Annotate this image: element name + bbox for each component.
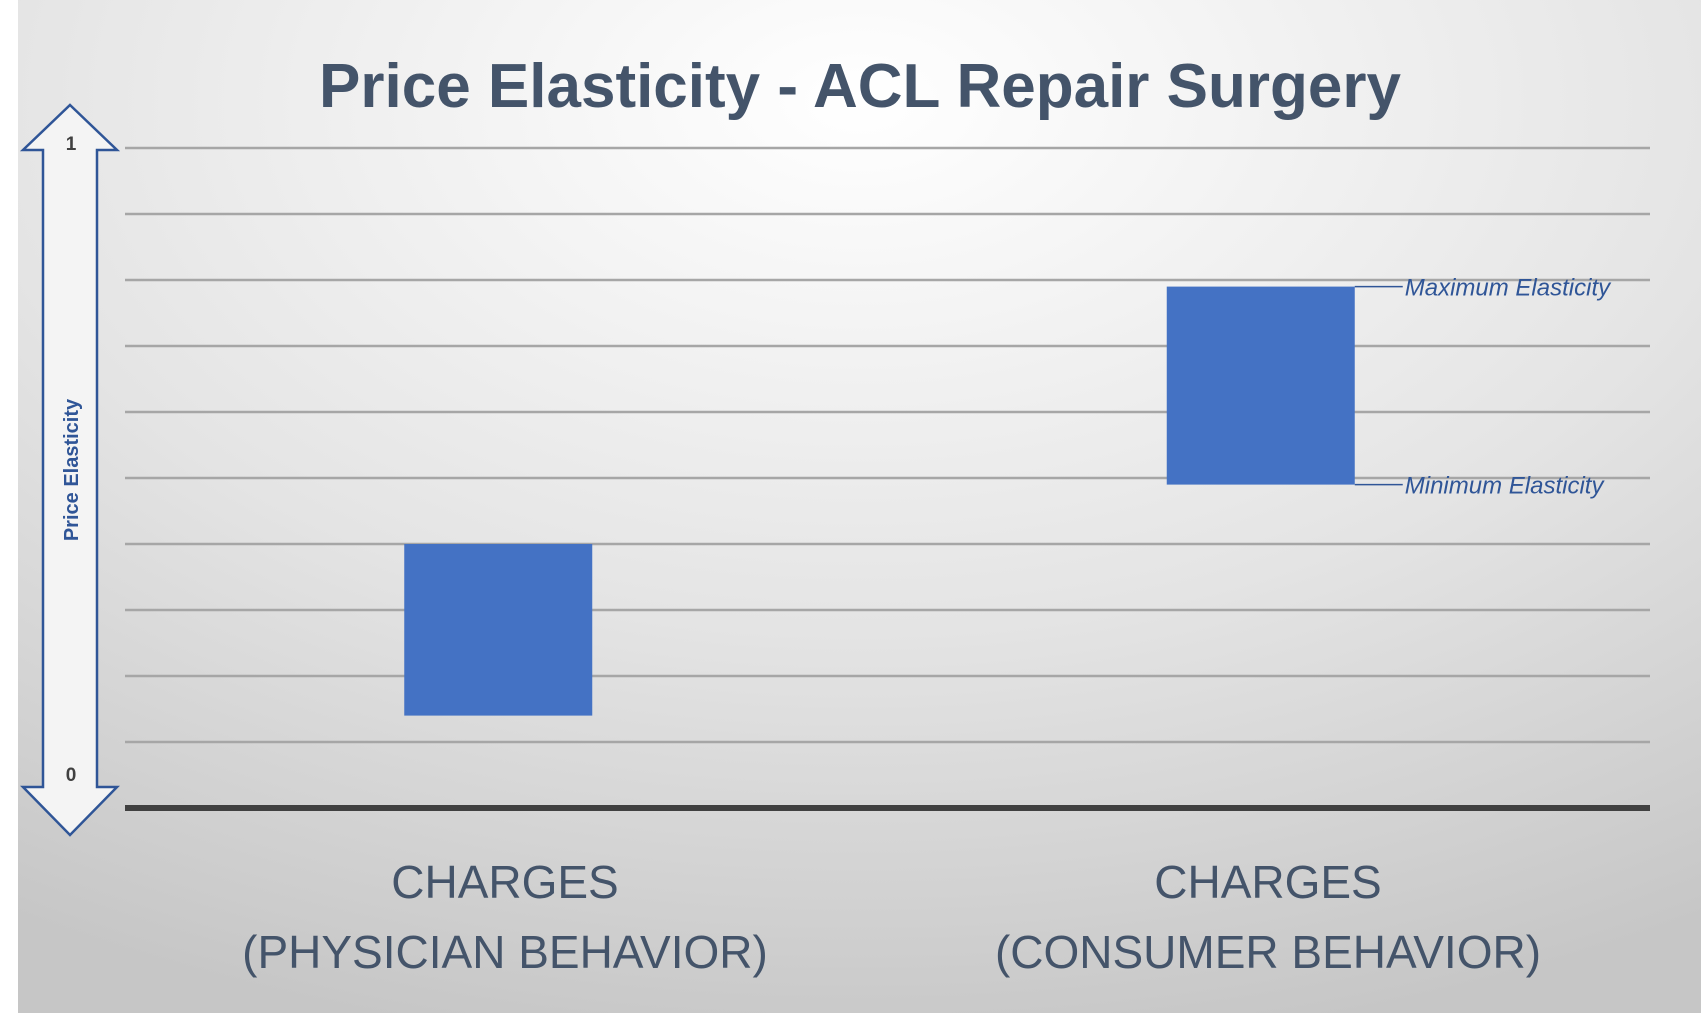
x-tick-label-consumer-line1: CHARGES [1154, 856, 1381, 908]
range-bar-physician [404, 544, 593, 716]
min-elasticity-label: Minimum Elasticity [1405, 473, 1606, 500]
x-tick-label-physician-line1: CHARGES [391, 856, 618, 908]
max-elasticity-label: Maximum Elasticity [1405, 275, 1612, 302]
range-bar-consumer [1166, 286, 1355, 485]
chart-title: Price Elasticity - ACL Repair Surgery [319, 52, 1401, 121]
y-axis-label: Price Elasticity [61, 398, 83, 541]
x-tick-label-physician-line2: (PHYSICIAN BEHAVIOR) [242, 926, 768, 978]
chart-background [18, 0, 1701, 1013]
y-tick-label-min: 0 [66, 765, 77, 786]
x-tick-label-consumer-line2: (CONSUMER BEHAVIOR) [995, 926, 1541, 978]
annotations-group: Maximum Elasticity Minimum Elasticity [1354, 275, 1612, 500]
bars-group [404, 286, 1355, 716]
y-axis-double-arrow [19, 103, 121, 837]
y-tick-label-max: 1 [66, 134, 77, 155]
gridlines [125, 146, 1650, 744]
